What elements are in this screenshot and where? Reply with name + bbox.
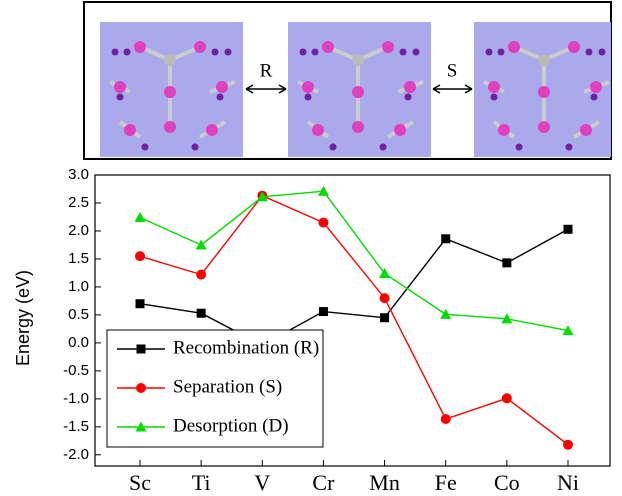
marker (379, 268, 390, 278)
y-tick-label: 1.5 (68, 250, 89, 267)
marker (136, 383, 146, 393)
y-tick-label: -2.0 (63, 446, 89, 463)
y-tick-label: -1.5 (63, 418, 89, 435)
y-tick-label: 0.5 (68, 306, 89, 323)
marker (318, 218, 328, 228)
marker (502, 258, 511, 267)
marker (137, 345, 146, 354)
inset: R S (84, 2, 617, 159)
marker (380, 313, 389, 322)
marker (564, 225, 573, 234)
structure-image (100, 22, 243, 157)
marker (318, 186, 329, 196)
y-tick-label: 2.0 (68, 222, 89, 239)
marker (502, 393, 512, 403)
marker (441, 414, 451, 424)
legend-label: Separation (S) (173, 376, 282, 397)
y-tick-label: 3.0 (68, 166, 89, 183)
x-tick-label: Mn (369, 470, 400, 495)
transition-label: R (260, 60, 273, 81)
marker (135, 212, 146, 222)
marker (196, 239, 207, 249)
legend-label: Desorption (D) (173, 415, 289, 436)
x-tick-label: Ti (192, 470, 211, 495)
x-tick-label: Ni (557, 470, 579, 495)
transition-label: S (447, 60, 458, 81)
marker (440, 309, 451, 319)
y-tick-label: -0.5 (63, 362, 89, 379)
marker (319, 307, 328, 316)
x-tick-label: Fe (435, 470, 457, 495)
x-tick-label: Sc (129, 470, 151, 495)
legend-label: Recombination (R) (173, 337, 319, 358)
y-tick-label: 0.0 (68, 334, 89, 351)
page: {"inset": {"left_label": "R", "right_lab… (0, 0, 622, 496)
marker (563, 440, 573, 450)
x-tick-label: V (254, 470, 270, 495)
marker (135, 251, 145, 261)
marker (380, 293, 390, 303)
x-tick-label: Co (494, 470, 520, 495)
marker (136, 299, 145, 308)
figure: R S Energy (eV) 3.0 2.5 2.0 1.5 1.0 0.5 0.0 -0.… (0, 0, 622, 496)
structure-image (288, 22, 431, 157)
y-axis-label: Energy (eV) (13, 270, 33, 366)
y-tick-label: 1.0 (68, 278, 89, 295)
marker (197, 309, 206, 318)
y-tick-label: 2.5 (68, 194, 89, 211)
x-tick-label: Cr (312, 470, 335, 495)
structure-image (474, 22, 617, 157)
y-tick-label: -1.0 (63, 390, 89, 407)
marker (196, 270, 206, 280)
marker (441, 234, 450, 243)
